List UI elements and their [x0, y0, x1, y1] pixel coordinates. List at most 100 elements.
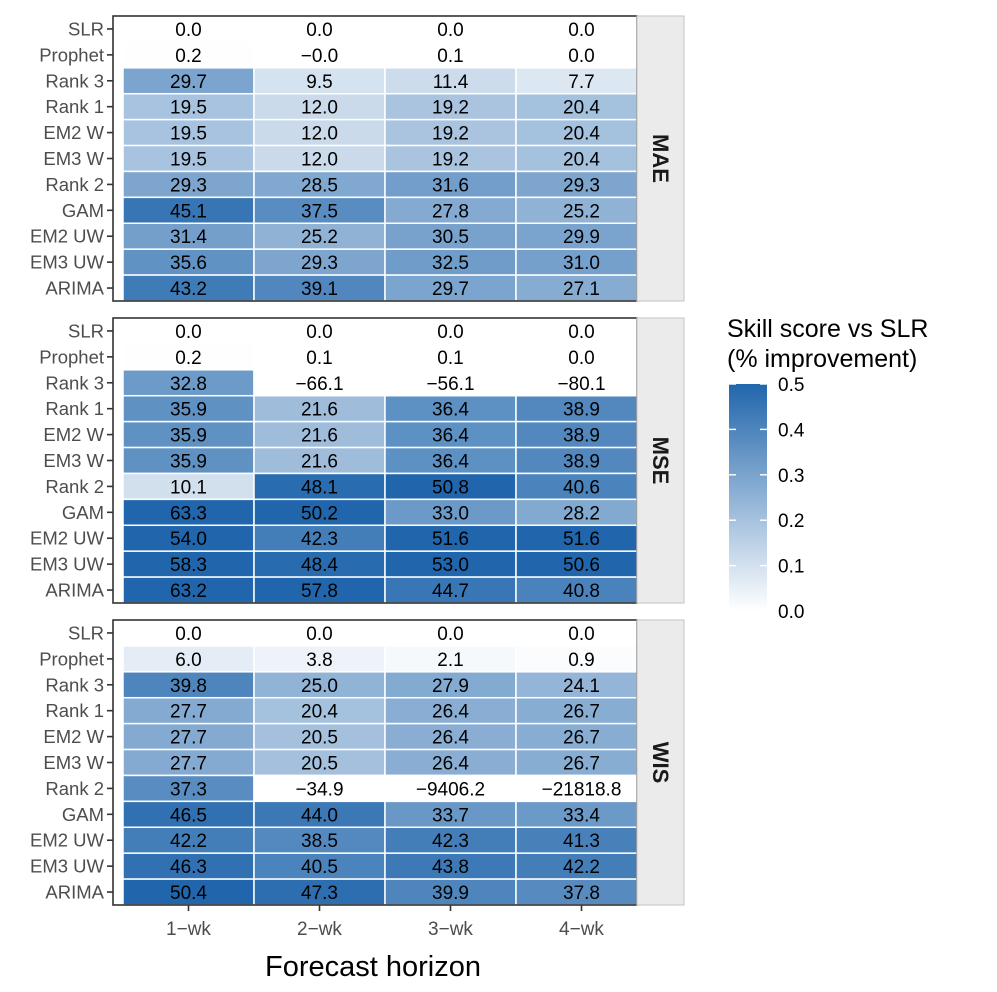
cell-label: 27.8: [432, 201, 469, 222]
y-tick-label-em3-uw: EM3 UW: [30, 856, 105, 877]
cell-label: −80.1: [557, 374, 605, 395]
cell-label: 26.7: [563, 754, 600, 775]
cell-label: 0.0: [568, 46, 594, 67]
heatmap-cell: [122, 852, 255, 880]
y-tick-label-rank-2: Rank 2: [45, 476, 104, 497]
facet-strip-mae: [636, 15, 685, 302]
cell-label: 32.5: [432, 253, 469, 274]
cell-label: 6.0: [175, 650, 201, 671]
cell-label: 38.9: [563, 400, 600, 421]
heatmap-cell: [122, 144, 255, 173]
cell-label: 20.5: [301, 728, 338, 749]
y-tick-label-arima: ARIMA: [45, 580, 104, 601]
cell-label: 19.2: [432, 98, 469, 119]
y-tick-label-arima: ARIMA: [45, 882, 104, 903]
heatmap-cell: [253, 394, 386, 423]
cell-label: 38.9: [563, 452, 600, 473]
cell-label: 0.1: [306, 348, 332, 369]
cell-label: 41.3: [563, 831, 600, 852]
heatmap-cell: [253, 671, 386, 699]
cell-label: 0.0: [306, 624, 332, 645]
panel-mae: 0.0 0.0 0.0 0.0 0.2 −0.0 0.1 0.0 29.7 9.5 11.4 7.7 1…: [30, 15, 685, 302]
cell-label: 50.2: [301, 503, 338, 524]
y-tick-label-em3-uw: EM3 UW: [30, 554, 105, 575]
heatmap-cell: [253, 420, 386, 449]
y-tick-label-rank-2: Rank 2: [45, 174, 104, 195]
cell-label: 37.8: [563, 883, 600, 904]
legend-tick-label: 0.5: [778, 375, 804, 396]
y-tick-label-em2-w: EM2 W: [43, 424, 104, 445]
heatmap-cell: [384, 248, 517, 276]
facet-label-wis: WIS: [648, 742, 673, 784]
heatmap-cell: [122, 394, 255, 423]
heatmap-cell: [384, 696, 517, 725]
cell-label: 37.5: [301, 201, 338, 222]
heatmap-cell: [384, 144, 517, 173]
heatmap-cell: [384, 343, 517, 371]
cell-label: 27.1: [563, 279, 600, 300]
cell-label: 0.0: [175, 20, 201, 41]
cell-label: 19.2: [432, 124, 469, 145]
color-legend: Skill score vs SLR (% improvement) 0.50.…: [727, 315, 928, 623]
heatmap-cell: [122, 420, 255, 449]
heatmap-cell: [515, 550, 648, 578]
cell-label: 0.0: [437, 20, 463, 41]
cell-label: 50.6: [563, 555, 600, 576]
cell-label: 31.6: [432, 175, 469, 196]
heatmap-cell: [122, 15, 255, 43]
cell-label: 24.1: [563, 676, 600, 697]
x-tick-label-2-wk: 2−wk: [297, 919, 342, 940]
cell-label: 26.4: [432, 702, 469, 723]
cell-label: 20.4: [563, 124, 600, 145]
cell-label: −66.1: [295, 374, 343, 395]
cell-label: 12.0: [301, 98, 338, 119]
heatmap-cell: [515, 645, 648, 673]
legend-tick-label: 0.0: [778, 602, 804, 623]
heatmap-cell: [253, 92, 386, 121]
cell-label: 48.1: [301, 477, 338, 498]
cell-label: 10.1: [170, 477, 207, 498]
cell-label: 38.5: [301, 831, 338, 852]
cell-label: 27.9: [432, 676, 469, 697]
cell-label: 33.7: [432, 805, 469, 826]
heatmap-cell: [515, 472, 648, 501]
cell-label: 20.4: [563, 150, 600, 171]
cell-label: 0.2: [175, 348, 201, 369]
cell-label: 33.0: [432, 503, 469, 524]
y-tick-label-rank-1: Rank 1: [45, 700, 104, 721]
cell-label: 36.4: [432, 426, 469, 447]
heatmap-cell: [122, 878, 255, 906]
cell-label: 44.0: [301, 805, 338, 826]
y-tick-label-gam: GAM: [62, 502, 104, 523]
y-tick-label-prophet: Prophet: [39, 346, 104, 367]
y-tick-label-em3-w: EM3 W: [43, 450, 104, 471]
facet-strip-mse: [636, 317, 685, 604]
heatmap-cell: [384, 748, 517, 777]
legend-colorbar: [729, 384, 767, 611]
cell-label: 45.1: [170, 201, 207, 222]
cell-label: 39.9: [432, 883, 469, 904]
y-tick-label-rank-2: Rank 2: [45, 778, 104, 799]
y-tick-label-slr: SLR: [68, 320, 104, 341]
cell-label: 19.5: [170, 150, 207, 171]
heatmap-cell: [515, 800, 648, 829]
heatmap-cell: [253, 826, 386, 854]
legend-tick-label: 0.2: [778, 511, 804, 532]
cell-label: 0.0: [437, 322, 463, 343]
heatmap-cell: [515, 92, 648, 121]
cell-label: 11.4: [433, 72, 469, 93]
heatmap-cell: [253, 446, 386, 475]
heatmap-cell: [253, 343, 386, 371]
cell-label: 0.0: [568, 322, 594, 343]
cell-label: 25.2: [301, 227, 338, 248]
facet-strip-wis: [636, 619, 685, 906]
y-tick-label-em2-w: EM2 W: [43, 122, 104, 143]
cell-label: 50.4: [170, 883, 207, 904]
cell-label: 2.1: [437, 650, 463, 671]
heatmap-cell: [515, 41, 648, 69]
cell-label: 39.8: [170, 676, 207, 697]
y-tick-label-em2-uw: EM2 UW: [30, 528, 105, 549]
heatmap-cell: [515, 274, 648, 302]
cell-label: 27.7: [170, 702, 207, 723]
